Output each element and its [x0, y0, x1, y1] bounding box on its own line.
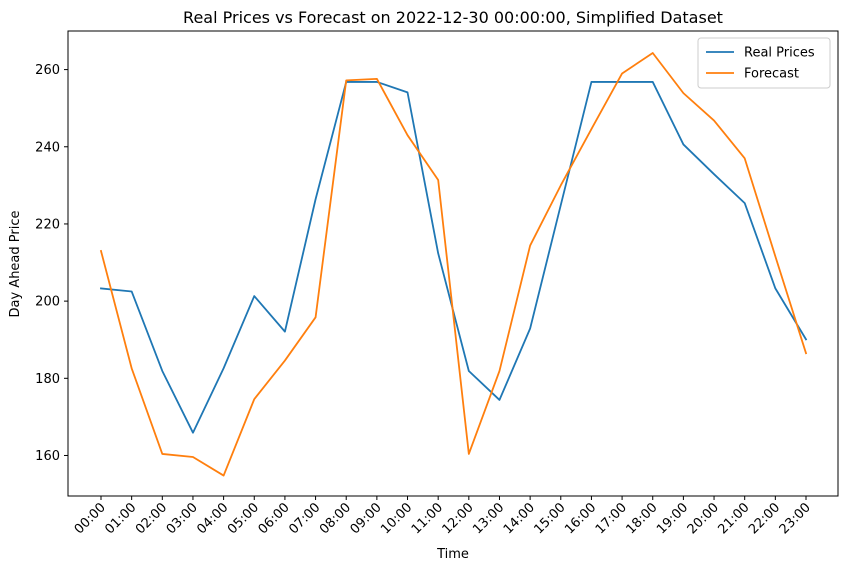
y-tick-label: 260 — [35, 63, 60, 78]
series-line-2 — [99, 52, 808, 477]
y-tick-label: 160 — [35, 449, 60, 464]
legend-label-1: Real Prices — [744, 46, 815, 61]
plot-frame — [67, 30, 839, 497]
legend: Real Prices Forecast — [697, 37, 831, 89]
x-axis-label: Time — [436, 547, 469, 562]
y-tick-label: 180 — [35, 372, 60, 387]
y-axis-label: Day Ahead Price — [8, 211, 23, 318]
legend-label-2: Forecast — [744, 67, 799, 82]
legend-box — [697, 37, 831, 89]
chart-title: Real Prices vs Forecast on 2022-12-30 00… — [183, 8, 723, 27]
y-tick-label: 200 — [35, 295, 60, 310]
y-tick-label: 240 — [35, 140, 60, 155]
y-tick-label: 220 — [35, 217, 60, 232]
